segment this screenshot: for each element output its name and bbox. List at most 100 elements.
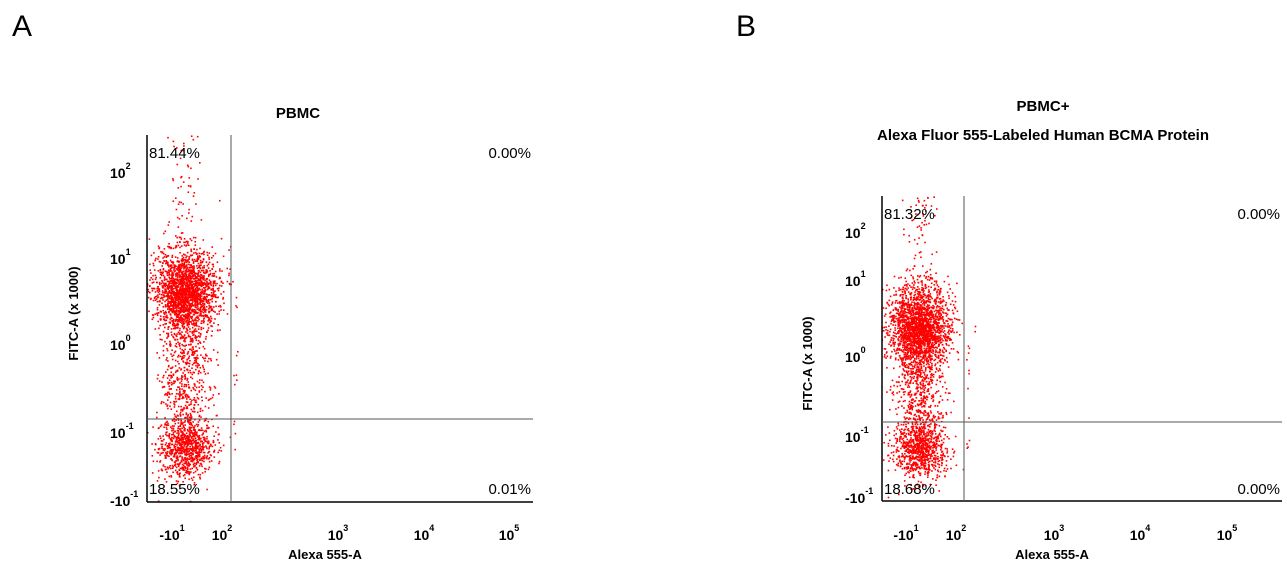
scatter-point [161,445,163,448]
scatter-point [162,376,164,379]
scatter-point [164,288,166,290]
scatter-point [198,325,200,328]
scatter-point [193,282,195,285]
scatter-point [176,322,179,325]
scatter-point [158,427,160,429]
scatter-point [163,279,166,281]
scatter-point [164,466,166,468]
scatter-point [925,276,928,278]
scatter-point [176,444,178,446]
scatter-point [203,454,206,457]
scatter-point [197,298,199,300]
scatter-point [208,306,211,308]
scatter-point [185,441,188,443]
scatter-point [186,435,188,438]
scatter-point [181,456,183,458]
scatter-point [212,282,215,285]
scatter-point [208,447,210,450]
scatter-point [168,221,170,223]
scatter-point [181,434,183,437]
scatter-point [197,320,199,322]
scatter-point [907,370,910,372]
scatter-point [179,327,181,330]
scatter-point [187,297,190,300]
scatter-point [164,278,167,281]
quadrant-upper-right-percent: 0.00% [488,145,531,162]
scatter-point [904,308,906,311]
scatter-point [174,365,177,367]
scatter-point [907,291,910,293]
scatter-point [940,341,943,344]
scatter-point [935,346,937,348]
scatter-point [164,340,166,343]
scatter-point [205,431,208,433]
scatter-point [177,435,179,438]
scatter-point [894,350,896,352]
scatter-point [159,324,161,327]
scatter-point [197,442,200,445]
scatter-point [947,325,949,327]
scatter-point [900,340,903,343]
scatter-point [921,351,923,354]
scatter-point [174,285,176,288]
scatter-point [161,443,164,446]
scatter-point [170,247,172,250]
scatter-point [203,283,205,286]
scatter-point [186,362,188,365]
scatter-point [195,339,198,341]
scatter-point [912,268,914,270]
scatter-point [189,280,192,283]
scatter-point [172,262,174,265]
scatter-point [191,215,194,218]
scatter-point [942,362,945,364]
scatter-point [199,477,201,480]
scatter-point [179,428,181,430]
scatter-point [178,293,180,296]
scatter-point [195,467,198,469]
scatter-point [165,295,167,298]
scatter-point [890,355,892,358]
scatter-point [185,288,188,290]
scatter-point [210,315,212,318]
scatter-point [185,265,187,268]
scatter-point [923,290,925,292]
scatter-point [183,315,185,318]
scatter-point [188,318,190,321]
scatter-point [192,320,195,322]
scatter-point [174,313,177,315]
scatter-point [189,308,191,311]
scatter-point [206,427,208,429]
scatter-point [175,283,177,286]
scatter-point [203,295,205,298]
scatter-point [161,292,164,294]
scatter-point [939,297,942,300]
scatter-point [156,411,158,414]
scatter-point [181,337,184,339]
scatter-point [209,306,212,309]
scatter-point [195,434,198,437]
scatter-point [183,352,185,354]
scatter-point [955,318,958,320]
scatter-point [187,326,190,328]
scatter-point [177,302,179,305]
scatter-point [901,344,904,346]
scatter-point [921,322,924,325]
scatter-point [202,366,205,369]
scatter-point [199,476,201,478]
scatter-point [201,267,204,269]
scatter-point [139,309,141,311]
scatter-point [177,324,179,327]
scatter-point [924,294,927,297]
scatter-point [176,297,178,300]
scatter-point [203,287,205,289]
scatter-point [200,219,203,221]
scatter-point [214,295,217,298]
scatter-point [181,325,184,328]
scatter-point [211,309,213,312]
scatter-point [174,435,177,438]
scatter-point [198,454,201,457]
scatter-point [168,272,170,275]
scatter-point [177,447,180,449]
scatter-point [181,322,183,324]
scatter-point [151,282,154,284]
